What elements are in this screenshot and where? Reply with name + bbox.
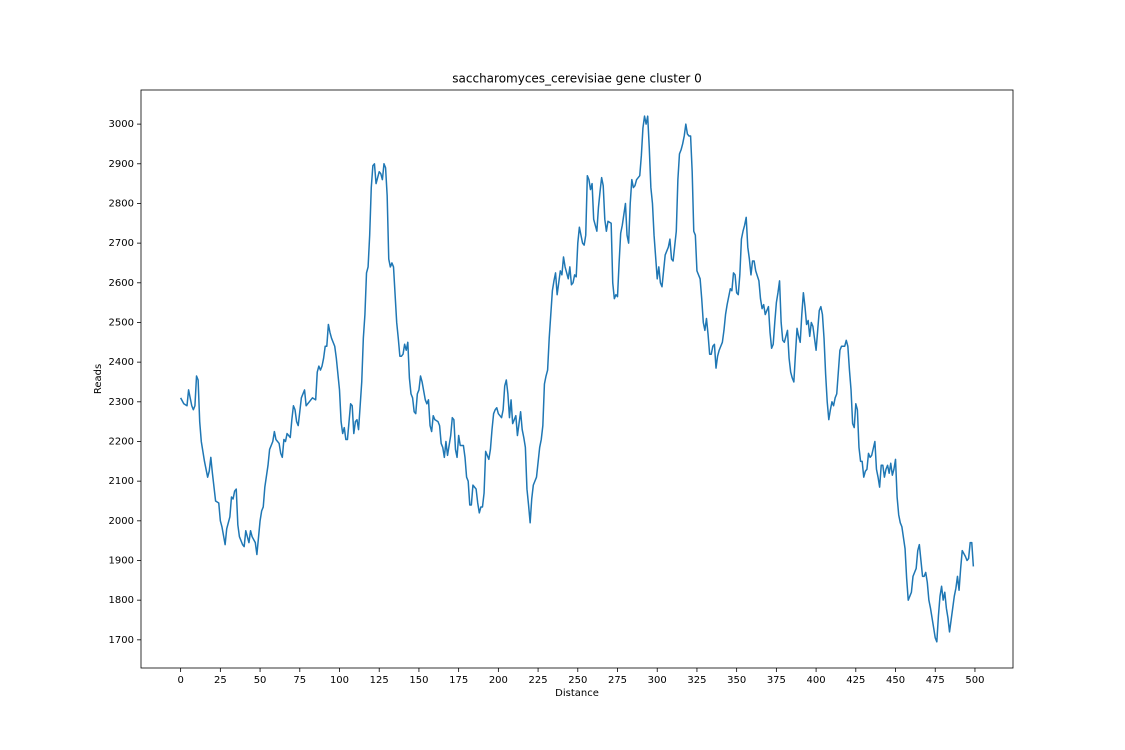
data-line [179,115,975,643]
y-tick-label: 2600 [109,278,134,289]
y-tick-label: 2100 [109,476,134,487]
y-tick-label: 1700 [109,635,134,646]
chart-title: saccharomyces_cerevisiae gene cluster 0 [452,72,701,86]
x-tick-label: 0 [177,675,183,686]
x-tick-label: 175 [449,675,468,686]
y-tick-label: 2500 [109,317,134,328]
x-tick-label: 475 [926,675,945,686]
x-tick-label: 125 [370,675,389,686]
x-axis-label: Distance [555,688,599,699]
plot-frame [140,89,1014,669]
x-tick-label: 400 [807,675,826,686]
y-tick-label: 2700 [109,238,134,249]
x-tick-label: 300 [648,675,667,686]
x-tick-label: 200 [489,675,508,686]
x-tick-label: 350 [727,675,746,686]
x-tick-label: 500 [965,675,984,686]
y-tick-label: 2400 [109,357,134,368]
y-tick-label: 2900 [109,159,134,170]
x-tick-label: 275 [608,675,627,686]
x-tick-label: 250 [568,675,587,686]
x-tick-label: 325 [687,675,706,686]
y-tick-label: 1900 [109,555,134,566]
x-tick-label: 100 [330,675,349,686]
y-tick-label: 2000 [109,516,134,527]
y-tick-label: 3000 [109,119,134,130]
x-tick-label: 425 [846,675,865,686]
x-tick-label: 450 [886,675,905,686]
x-tick-label: 150 [409,675,428,686]
x-tick-label: 375 [767,675,786,686]
x-tick-label: 50 [254,675,267,686]
y-tick-label: 2800 [109,198,134,209]
y-tick-label: 2300 [109,397,134,408]
x-tick-label: 25 [214,675,227,686]
y-tick-label: 1800 [109,595,134,606]
x-tick-label: 225 [529,675,548,686]
x-tick-label: 75 [293,675,306,686]
y-tick-label: 2200 [109,436,134,447]
y-axis-label: Reads [93,364,104,394]
